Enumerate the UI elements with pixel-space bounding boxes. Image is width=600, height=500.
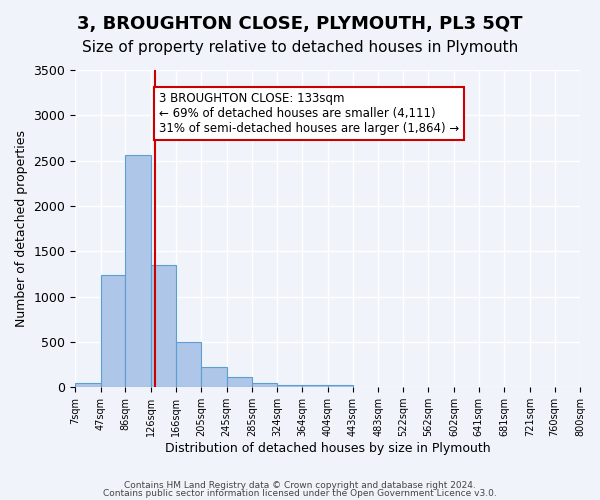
Bar [151, 265, 176, 387]
Bar [277, 384, 302, 387]
Bar [176, 342, 201, 387]
X-axis label: Distribution of detached houses by size in Plymouth: Distribution of detached houses by size … [165, 442, 490, 455]
Bar [125, 155, 151, 387]
Bar [101, 275, 125, 387]
Text: 3 BROUGHTON CLOSE: 133sqm
← 69% of detached houses are smaller (4,111)
31% of se: 3 BROUGHTON CLOSE: 133sqm ← 69% of detac… [158, 92, 459, 135]
Text: Size of property relative to detached houses in Plymouth: Size of property relative to detached ho… [82, 40, 518, 55]
Bar [302, 386, 328, 387]
Y-axis label: Number of detached properties: Number of detached properties [15, 130, 28, 327]
Text: Contains HM Land Registry data © Crown copyright and database right 2024.: Contains HM Land Registry data © Crown c… [124, 481, 476, 490]
Bar [252, 382, 277, 387]
Bar [201, 368, 227, 387]
Bar [75, 382, 101, 387]
Text: Contains public sector information licensed under the Open Government Licence v3: Contains public sector information licen… [103, 488, 497, 498]
Text: 3, BROUGHTON CLOSE, PLYMOUTH, PL3 5QT: 3, BROUGHTON CLOSE, PLYMOUTH, PL3 5QT [77, 15, 523, 33]
Bar [227, 378, 252, 387]
Bar [328, 385, 353, 387]
